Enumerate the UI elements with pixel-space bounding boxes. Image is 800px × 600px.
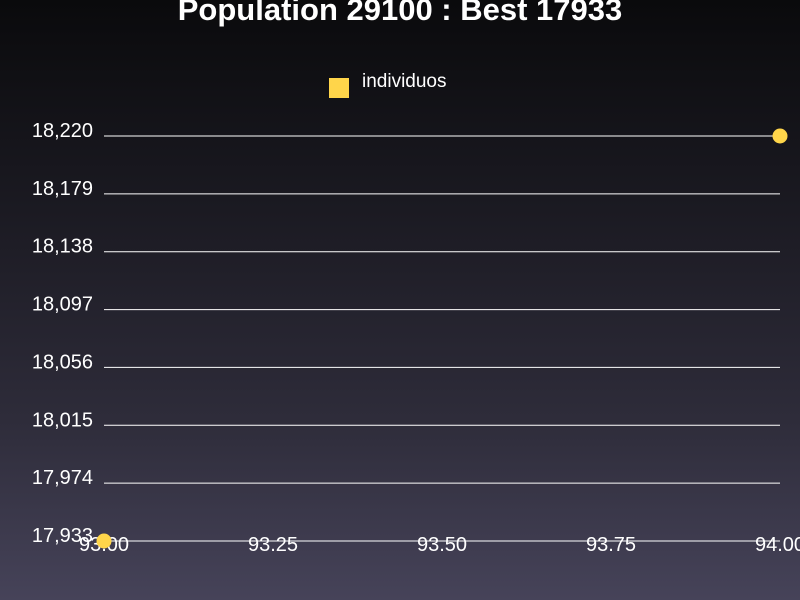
legend-swatch [329,78,349,98]
data-point [772,128,788,144]
y-tick-label: 18,220 [32,120,93,142]
x-tick-label: 94.00 [755,534,800,556]
y-tick-label: 17,974 [32,467,93,489]
x-tick-label: 93.50 [417,534,467,556]
legend-label: individuos [362,71,447,92]
x-tick-label: 93.25 [248,534,298,556]
y-tick-label: 18,138 [32,236,93,258]
y-tick-label: 18,056 [32,351,93,373]
data-point [96,533,112,549]
y-tick-label: 18,097 [32,294,93,316]
y-tick-label: 18,015 [32,409,93,431]
legend: individuos [329,70,447,98]
y-tick-label: 17,933 [32,525,93,547]
y-tick-label: 18,179 [32,178,93,200]
chart-title: Population 29100 : Best 17933 [177,0,623,27]
x-tick-label: 93.75 [586,534,636,556]
